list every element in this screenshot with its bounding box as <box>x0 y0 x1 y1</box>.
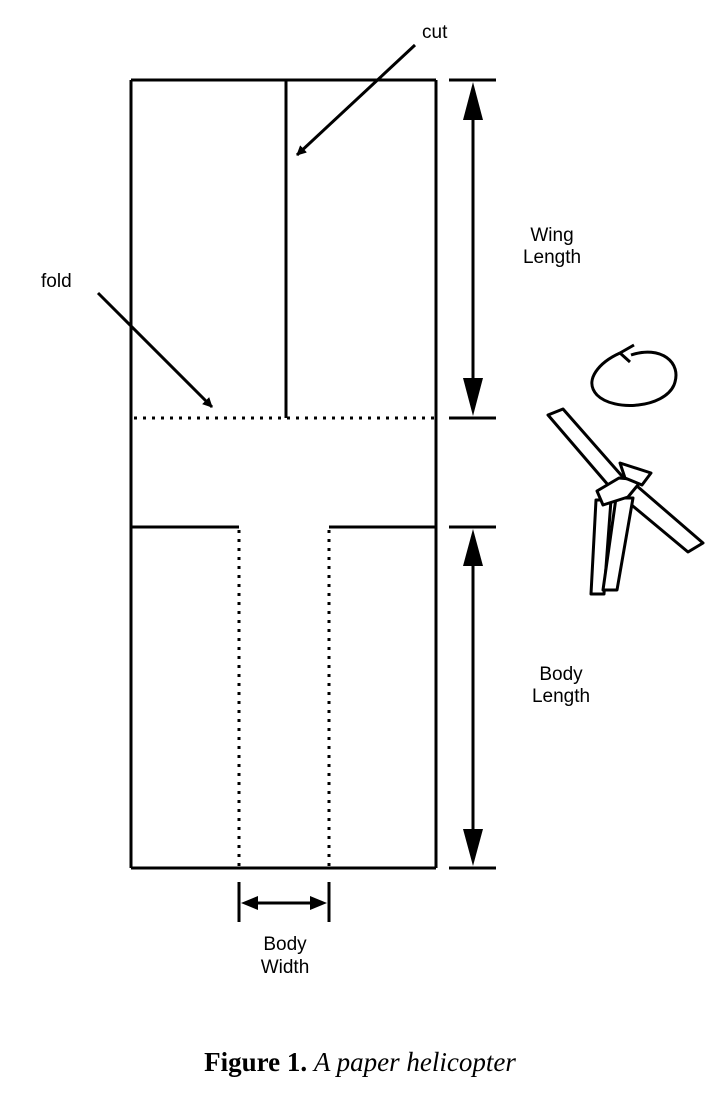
fold-arrow <box>96 291 214 409</box>
paper-outline <box>129 78 438 870</box>
wing-length-label-line1: Wing <box>530 225 573 246</box>
body-width-dimension <box>237 882 331 922</box>
folded-helicopter-icon <box>546 407 705 596</box>
body-length-dimension <box>449 525 496 870</box>
figure-caption: Figure 1. A paper helicopter <box>0 1047 720 1078</box>
figure-caption-text: A paper helicopter <box>313 1047 516 1077</box>
wing-length-label-line2: Length <box>523 247 581 268</box>
cut-arrow <box>295 43 417 157</box>
figure-caption-label: Figure 1. <box>204 1047 308 1077</box>
wing-length-dimension <box>449 78 496 420</box>
body-length-label-line1: Body <box>539 664 583 685</box>
body-width-label-line1: Body <box>263 934 307 955</box>
body-width-label-line2: Width <box>261 957 310 978</box>
rotation-arrow-icon <box>590 343 678 407</box>
fold-label: fold <box>41 271 72 292</box>
cut-label: cut <box>422 22 448 43</box>
body-length-label-line2: Length <box>532 686 590 707</box>
